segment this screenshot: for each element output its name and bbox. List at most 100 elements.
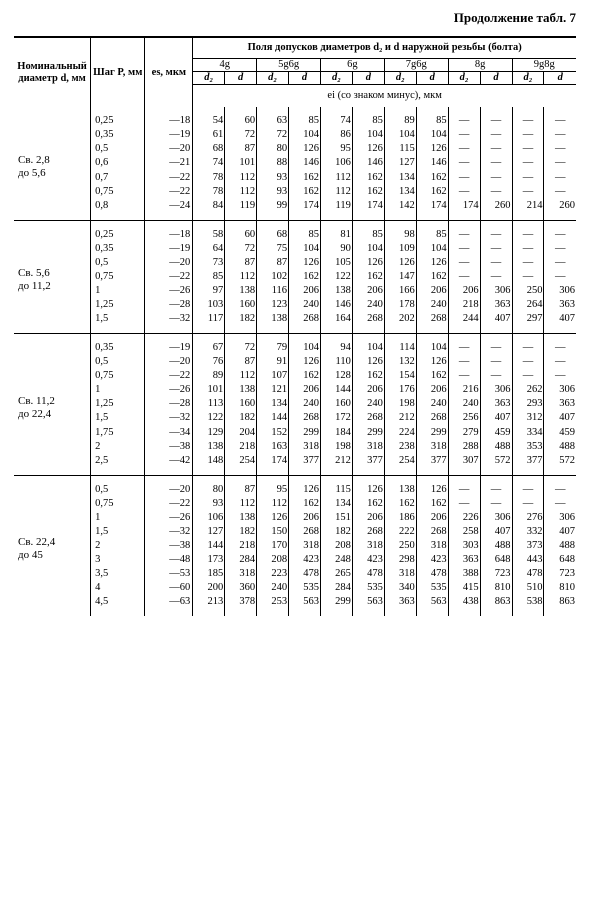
pitch-value: 0,75	[91, 185, 145, 199]
es-value: —34	[145, 426, 193, 440]
pitch-value: 2,5	[91, 454, 145, 476]
ei-value: 80	[257, 142, 289, 156]
ei-value: —	[448, 369, 480, 383]
ei-value: 299	[320, 595, 352, 616]
ei-value: 138	[225, 284, 257, 298]
ei-value: 95	[320, 142, 352, 156]
ei-value: —	[512, 156, 544, 170]
ei-value: 214	[512, 199, 544, 221]
ei-value: 360	[225, 581, 257, 595]
ei-value: 284	[225, 553, 257, 567]
ei-value: —	[448, 475, 480, 497]
es-value: —32	[145, 312, 193, 334]
ei-value: 89	[193, 369, 225, 383]
ei-value: 162	[289, 171, 321, 185]
ei-value: 297	[512, 312, 544, 334]
es-value: —48	[145, 553, 193, 567]
ei-value: 174	[448, 199, 480, 221]
ei-value: —	[480, 334, 512, 356]
ei-value: 535	[416, 581, 448, 595]
ei-value: 74	[320, 107, 352, 128]
ei-value: 138	[225, 511, 257, 525]
ei-value: 223	[257, 567, 289, 581]
ei-value: 162	[352, 369, 384, 383]
ei-value: 212	[320, 454, 352, 476]
ei-value: 126	[352, 142, 384, 156]
ei-value: 264	[512, 298, 544, 312]
ei-value: 184	[320, 426, 352, 440]
ei-value: 126	[289, 355, 321, 369]
pitch-value: 0,8	[91, 199, 145, 221]
ei-value: —	[480, 355, 512, 369]
ei-value: —	[448, 256, 480, 270]
ei-value: 87	[225, 355, 257, 369]
es-value: —18	[145, 220, 193, 242]
hdr-class-3: 7g6g	[384, 59, 448, 72]
ei-value: —	[512, 256, 544, 270]
hdr-d2: d₂	[257, 72, 289, 85]
ei-value: 90	[320, 242, 352, 256]
pitch-value: 0,35	[91, 128, 145, 142]
diameter-range: Св. 11,2до 22,4	[14, 334, 91, 476]
ei-value: 407	[480, 312, 512, 334]
ei-value: 224	[384, 426, 416, 440]
ei-value: —	[512, 475, 544, 497]
ei-value: 147	[384, 270, 416, 284]
ei-value: 68	[257, 220, 289, 242]
ei-value: 373	[512, 539, 544, 553]
ei-value: —	[512, 242, 544, 256]
ei-value: 104	[289, 334, 321, 356]
pitch-value: 3	[91, 553, 145, 567]
ei-value: 122	[193, 411, 225, 425]
ei-value: 206	[352, 284, 384, 298]
ei-value: 284	[320, 581, 352, 595]
ei-value: 538	[512, 595, 544, 616]
ei-value: 138	[384, 475, 416, 497]
ei-value: 98	[384, 220, 416, 242]
ei-value: —	[512, 171, 544, 185]
ei-value: —	[544, 497, 576, 511]
pitch-value: 4	[91, 581, 145, 595]
ei-value: 162	[416, 171, 448, 185]
ei-value: 119	[225, 199, 257, 221]
ei-value: 160	[225, 298, 257, 312]
ei-value: 293	[512, 397, 544, 411]
ei-value: 306	[544, 383, 576, 397]
ei-value: 334	[512, 426, 544, 440]
es-value: —22	[145, 270, 193, 284]
es-value: —38	[145, 539, 193, 553]
ei-value: 85	[416, 220, 448, 242]
ei-value: 72	[225, 128, 257, 142]
ei-value: 144	[193, 539, 225, 553]
ei-value: —	[544, 270, 576, 284]
es-value: —28	[145, 397, 193, 411]
ei-value: 116	[257, 284, 289, 298]
hdr-d: d	[289, 72, 321, 85]
pitch-value: 1,75	[91, 426, 145, 440]
ei-value: 162	[289, 369, 321, 383]
ei-value: 438	[448, 595, 480, 616]
ei-value: 863	[480, 595, 512, 616]
ei-value: 126	[384, 256, 416, 270]
ei-value: 117	[193, 312, 225, 334]
ei-value: 126	[416, 355, 448, 369]
ei-value: 240	[416, 397, 448, 411]
ei-value: 268	[416, 411, 448, 425]
ei-value: 72	[225, 334, 257, 356]
pitch-value: 0,7	[91, 171, 145, 185]
ei-value: 363	[544, 298, 576, 312]
ei-value: 563	[289, 595, 321, 616]
ei-value: 648	[480, 553, 512, 567]
ei-value: 415	[448, 581, 480, 595]
ei-value: —	[480, 270, 512, 284]
ei-value: 128	[320, 369, 352, 383]
hdr-group-title: Поля допусков диаметров d₂ и d наружной …	[193, 37, 576, 59]
ei-value: 459	[544, 426, 576, 440]
ei-value: 162	[352, 185, 384, 199]
es-value: —20	[145, 475, 193, 497]
ei-value: —	[448, 220, 480, 242]
es-value: —32	[145, 525, 193, 539]
ei-value: 478	[289, 567, 321, 581]
ei-value: 318	[416, 539, 448, 553]
ei-value: 423	[352, 553, 384, 567]
